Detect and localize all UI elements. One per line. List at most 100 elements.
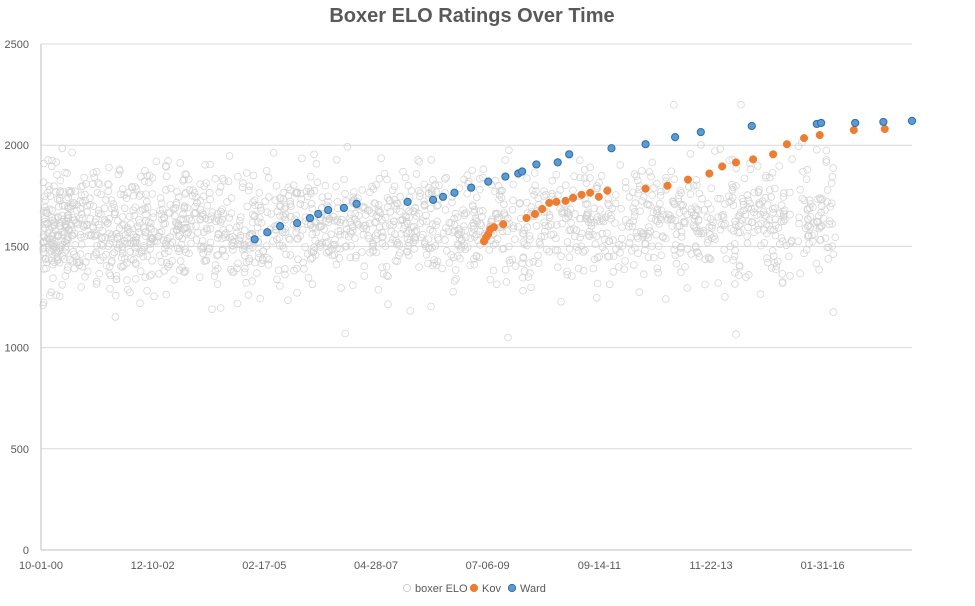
- boxer-elo-point: [645, 168, 654, 176]
- boxer-elo-point: [51, 248, 59, 257]
- boxer-elo-point: [318, 193, 327, 202]
- boxer-elo-point: [104, 180, 112, 188]
- boxer-elo-point: [211, 174, 220, 183]
- boxer-elo-point: [115, 232, 124, 241]
- boxer-elo-point: [219, 174, 227, 183]
- boxer-elo-point: [48, 238, 56, 247]
- boxer-elo-point: [586, 163, 594, 172]
- boxer-elo-point: [427, 156, 436, 164]
- boxer-elo-point: [336, 227, 345, 235]
- boxer-elo-point: [822, 146, 831, 155]
- boxer-elo-point: [201, 161, 209, 169]
- boxer-elo-point: [106, 271, 115, 280]
- boxer-elo-point: [579, 248, 587, 256]
- boxer-elo-point: [364, 231, 372, 240]
- boxer-elo-point: [39, 178, 48, 187]
- boxer-elo-point: [62, 195, 71, 204]
- boxer-elo-point: [124, 227, 132, 236]
- boxer-elo-point: [249, 198, 257, 206]
- boxer-elo-point: [341, 190, 349, 198]
- boxer-elo-point: [83, 208, 91, 216]
- boxer-elo-point: [735, 262, 744, 271]
- boxer-elo-point: [500, 200, 508, 209]
- boxer-elo-point: [155, 269, 163, 278]
- boxer-elo-point: [68, 213, 77, 222]
- boxer-elo-point: [213, 234, 222, 242]
- boxer-elo-point: [774, 224, 783, 232]
- boxer-elo-point: [256, 294, 265, 303]
- boxer-elo-point: [57, 231, 66, 239]
- boxer-elo-point: [560, 209, 568, 217]
- kov-point: [718, 162, 727, 171]
- boxer-elo-point: [82, 180, 90, 188]
- boxer-elo-point: [58, 202, 67, 210]
- ward-point: [518, 167, 527, 176]
- boxer-elo-point: [273, 235, 281, 244]
- boxer-elo-point: [629, 204, 637, 212]
- boxer-elo-point: [468, 166, 476, 175]
- boxer-elo-point: [570, 232, 579, 241]
- ward-point: [641, 140, 650, 149]
- boxer-elo-point: [654, 268, 662, 277]
- boxer-elo-point: [740, 174, 749, 183]
- boxer-elo-point: [254, 253, 263, 262]
- boxer-elo-point: [432, 188, 441, 197]
- boxer-elo-point: [193, 199, 201, 207]
- boxer-elo-point: [287, 202, 295, 211]
- boxer-elo-point: [407, 187, 416, 195]
- boxer-elo-point: [251, 258, 259, 267]
- boxer-elo-point: [75, 261, 83, 270]
- boxer-elo-point: [805, 204, 814, 212]
- boxer-elo-point: [821, 206, 829, 214]
- boxer-elo-point: [240, 268, 249, 277]
- boxer-elo-point: [183, 204, 192, 212]
- boxer-elo-point: [202, 224, 211, 233]
- boxer-elo-point: [656, 191, 665, 200]
- boxer-elo-point: [141, 167, 149, 175]
- boxer-elo-point: [239, 179, 247, 187]
- boxer-elo-point: [47, 162, 56, 171]
- boxer-elo-point: [466, 234, 475, 243]
- boxer-elo-point: [553, 263, 562, 272]
- boxer-elo-point: [812, 146, 821, 154]
- boxer-elo-point: [710, 232, 718, 241]
- boxer-elo-point: [292, 211, 301, 220]
- boxer-elo-point: [412, 170, 421, 178]
- boxer-elo-point: [374, 213, 383, 222]
- boxer-elo-point: [644, 229, 653, 238]
- boxer-elo-point: [771, 215, 780, 224]
- boxer-elo-point: [690, 223, 699, 231]
- boxer-elo-point: [371, 231, 380, 240]
- boxer-elo-point: [191, 209, 199, 218]
- boxer-elo-point: [692, 224, 700, 232]
- boxer-elo-point: [735, 261, 744, 270]
- boxer-elo-point: [113, 244, 122, 252]
- boxer-elo-point: [145, 178, 153, 187]
- kov-point: [530, 209, 540, 219]
- boxer-elo-point: [145, 171, 154, 180]
- boxer-elo-point: [704, 236, 712, 244]
- boxer-elo-point: [597, 172, 606, 180]
- boxer-elo-point: [206, 195, 215, 204]
- boxer-elo-point: [133, 238, 141, 247]
- boxer-elo-point: [825, 217, 834, 225]
- boxer-elo-point: [92, 280, 101, 288]
- boxer-elo-point: [537, 233, 545, 241]
- boxer-elo-point: [719, 210, 727, 219]
- boxer-elo-point: [63, 169, 71, 177]
- ward-point: [607, 144, 616, 153]
- boxer-elo-point: [103, 219, 112, 228]
- boxer-elo-point: [182, 248, 190, 257]
- boxer-elo-point: [633, 176, 642, 185]
- boxer-elo-point: [368, 242, 377, 251]
- boxer-elo-point: [139, 252, 147, 261]
- boxer-elo-point: [593, 232, 601, 240]
- boxer-elo-point: [818, 195, 827, 203]
- boxer-elo-point: [771, 231, 780, 240]
- boxer-elo-point: [244, 291, 253, 299]
- boxer-elo-point: [93, 231, 101, 240]
- boxer-elo-point: [324, 197, 332, 206]
- boxer-elo-point: [803, 165, 812, 174]
- boxer-elo-point: [220, 177, 228, 185]
- boxer-elo-point: [519, 230, 528, 238]
